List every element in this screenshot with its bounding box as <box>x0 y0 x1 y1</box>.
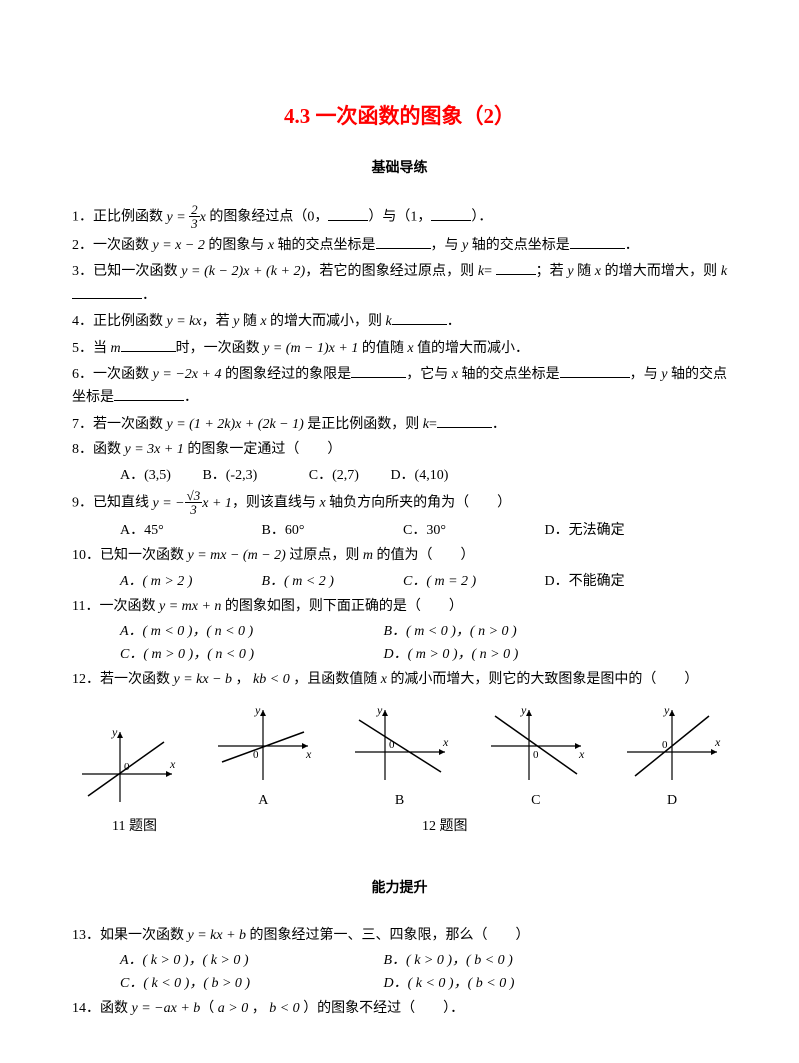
blank <box>376 234 431 249</box>
svg-text:y: y <box>520 703 527 717</box>
figure-captions: 11 题图 12 题图 <box>72 816 727 838</box>
svg-text:y: y <box>376 703 383 717</box>
question-13: 13．如果一次函数 y = kx + b 的图象经过第一、三、四象限，那么（ ） <box>72 925 727 947</box>
fig-b: y x 0 B <box>345 702 455 812</box>
blank <box>431 206 471 221</box>
figures-row: y x 0 y x 0 A <box>72 702 727 812</box>
q11-opt-c: C．( m > 0 )，( n < 0 ) <box>120 644 380 666</box>
question-4: 4．正比例函数 y = kx，若 y 随 x 的增大而减小，则 k． <box>72 310 727 333</box>
q2-text-d: ，与 <box>431 238 463 253</box>
fig-b-label: B <box>345 790 455 812</box>
q11-opt-d: D．( m > 0 )，( n > 0 ) <box>384 644 644 666</box>
q8-opt-c: C．(2,7) <box>309 465 359 487</box>
svg-text:0: 0 <box>533 749 539 761</box>
svg-text:y: y <box>111 725 118 739</box>
q10-opt-d: D．不能确定 <box>545 571 625 593</box>
q9-options: A．45° B．60° C．30° D．无法确定 <box>120 520 727 542</box>
question-7: 7．若一次函数 y = (1 + 2k)x + (2k − 1) 是正比例函数，… <box>72 413 727 436</box>
blank <box>496 260 536 275</box>
question-1: 1．正比例函数 y = 23x 的图象经过点（0， ）与（1， ）． <box>72 204 727 231</box>
q13-opt-a: A．( k > 0 )，( k > 0 ) <box>120 950 380 972</box>
question-8: 8．函数 y = 3x + 1 的图象一定通过（ ） <box>72 439 727 461</box>
q1-eq: y = 23x <box>167 210 206 225</box>
fig-c: y x 0 C <box>481 702 591 812</box>
blank <box>121 337 176 352</box>
q9-opt-d: D．无法确定 <box>545 520 625 542</box>
q13-opt-d: D．( k < 0 )，( b < 0 ) <box>384 973 644 995</box>
blank <box>392 310 447 325</box>
q10-opt-a: A．( m > 2 ) <box>120 571 230 593</box>
q8-opt-d: D．(4,10) <box>390 465 448 487</box>
q10-options: A．( m > 2 ) B．( m < 2 ) C．( m = 2 ) D．不能… <box>120 571 727 593</box>
q1-text-d: ）． <box>471 210 492 225</box>
question-14: 14．函数 y = −ax + b（ a > 0 ， b < 0 ）的图象不经过… <box>72 998 727 1020</box>
svg-text:x: x <box>169 757 176 771</box>
q11-opt-b: B．( m < 0 )，( n > 0 ) <box>384 621 644 643</box>
blank <box>328 206 368 221</box>
section-header-2: 能力提升 <box>72 878 727 900</box>
blank <box>351 363 406 378</box>
blank <box>437 413 492 428</box>
q2-text-a: 2．一次函数 <box>72 238 153 253</box>
fig-d-label: D <box>617 790 727 812</box>
fig-a: y x 0 A <box>208 702 318 812</box>
section-header-1: 基础导练 <box>72 158 727 180</box>
q1-text-a: 1．正比例函数 <box>72 210 167 225</box>
q9-opt-c: C．30° <box>403 520 513 542</box>
svg-text:x: x <box>442 735 449 749</box>
q1-text-c: ）与（1， <box>368 210 431 225</box>
svg-text:x: x <box>305 747 312 761</box>
question-9: 9．已知直线 y = −√33x + 1，则该直线与 x 轴负方向所夹的角为（ … <box>72 490 727 517</box>
q11-opt-a: A．( m < 0 )，( n < 0 ) <box>120 621 380 643</box>
q9-opt-b: B．60° <box>262 520 372 542</box>
q13-options: A．( k > 0 )，( k > 0 ) B．( k > 0 )，( b < … <box>120 950 727 995</box>
page-title: 4.3 一次函数的图象（2） <box>72 100 727 134</box>
fig-q11: y x 0 <box>72 724 182 812</box>
question-6: 6．一次函数 y = −2x + 4 的图象经过的象限是，它与 x 轴的交点坐标… <box>72 363 727 410</box>
axes-icon: y x 0 <box>208 702 318 790</box>
page: 4.3 一次函数的图象（2） 基础导练 1．正比例函数 y = 23x 的图象经… <box>0 0 799 1063</box>
axes-icon: y x 0 <box>72 724 182 812</box>
question-2: 2．一次函数 y = x − 2 的图象与 x 轴的交点坐标是，与 y 轴的交点… <box>72 234 727 257</box>
q2-text-b: 的图象与 <box>205 238 268 253</box>
figcap-12: 12 题图 <box>422 816 552 838</box>
q1-text-b: 的图象经过点（0， <box>206 210 329 225</box>
axes-icon: y x 0 <box>481 702 591 790</box>
axes-icon: y x 0 <box>345 702 455 790</box>
svg-text:x: x <box>714 735 721 749</box>
q2-text-c: 轴的交点坐标是 <box>274 238 376 253</box>
blank <box>114 386 184 401</box>
q10-opt-c: C．( m = 2 ) <box>403 571 513 593</box>
svg-text:x: x <box>578 747 585 761</box>
q2-text-f: ． <box>625 238 639 253</box>
question-11: 11．一次函数 y = mx + n 的图象如图，则下面正确的是（ ） <box>72 596 727 618</box>
question-5: 5．当 m时，一次函数 y = (m − 1)x + 1 的值随 x 值的增大而… <box>72 337 727 360</box>
svg-text:y: y <box>663 703 670 717</box>
svg-text:y: y <box>254 703 261 717</box>
q11-options: A．( m < 0 )，( n < 0 ) B．( m < 0 )，( n > … <box>120 621 727 666</box>
blank <box>570 234 625 249</box>
q2-eq: y = x − 2 <box>153 238 205 253</box>
frac-2-3: 23 <box>189 203 200 230</box>
frac-sqrt3-3: √33 <box>185 489 203 516</box>
q8-options: A．(3,5) B．(-2,3) C．(2,7) D．(4,10) <box>120 465 727 487</box>
fig-c-label: C <box>481 790 591 812</box>
q8-opt-a: A．(3,5) <box>120 465 171 487</box>
q10-opt-b: B．( m < 2 ) <box>262 571 372 593</box>
fig-d: y x 0 D <box>617 702 727 812</box>
blank <box>72 284 142 299</box>
q2-text-e: 轴的交点坐标是 <box>468 238 570 253</box>
blank <box>560 363 630 378</box>
q9-opt-a: A．45° <box>120 520 230 542</box>
q13-opt-b: B．( k > 0 )，( b < 0 ) <box>384 950 644 972</box>
axes-icon: y x 0 <box>617 702 727 790</box>
figcap-11: 11 题图 <box>112 816 242 838</box>
q13-opt-c: C．( k < 0 )，( b > 0 ) <box>120 973 380 995</box>
q8-opt-b: B．(-2,3) <box>202 465 257 487</box>
question-10: 10．已知一次函数 y = mx − (m − 2) 过原点，则 m 的值为（ … <box>72 545 727 567</box>
question-3: 3．已知一次函数 y = (k − 2)x + (k + 2)，若它的图象经过原… <box>72 260 727 307</box>
question-12: 12．若一次函数 y = kx − b ， kb < 0 ，且函数值随 x 的减… <box>72 669 727 691</box>
fig-a-label: A <box>208 790 318 812</box>
